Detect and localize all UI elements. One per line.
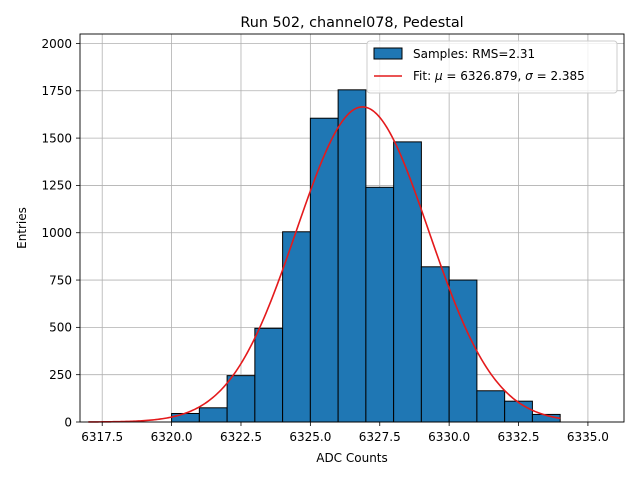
x-tick-label: 6330.0 [428, 430, 470, 444]
legend-mu-symbol: μ [434, 69, 443, 83]
legend-box [366, 40, 618, 94]
y-tick-label: 1250 [41, 179, 72, 193]
x-tick-label: 6332.5 [498, 430, 540, 444]
plot-frame [79, 33, 625, 423]
y-tick-label: 1750 [41, 84, 72, 98]
x-axis-label: ADC Counts [316, 451, 388, 465]
histogram-bar [198, 407, 228, 423]
y-tick-label: 0 [64, 415, 72, 429]
x-tick-label: 6322.5 [220, 430, 262, 444]
histogram-bar [420, 266, 450, 423]
histogram-bar [254, 327, 284, 423]
x-tick-label: 6320.0 [151, 430, 193, 444]
histogram-bar [226, 375, 256, 423]
legend-sigma-value: = 2.385 [533, 69, 585, 83]
y-tick-label: 500 [49, 321, 72, 335]
chart-title: Run 502, channel078, Pedestal [240, 15, 463, 31]
y-axis-ticks: 0 250 500 750 1000 1250 1500 1750 2000 [41, 37, 80, 429]
histogram-bar [282, 231, 311, 423]
histogram-bar [309, 117, 339, 423]
x-tick-label: 6335.0 [567, 430, 609, 444]
histogram-bar [448, 279, 478, 423]
histogram-bar [504, 400, 533, 423]
legend-mu-value: = 6326.879, [443, 69, 526, 83]
y-tick-label: 1000 [41, 226, 72, 240]
histogram-bar [393, 141, 422, 423]
x-tick-label: 6317.5 [81, 430, 123, 444]
legend: Samples: RMS=2.31 Fit: μ = 6326.879, σ =… [366, 40, 618, 94]
legend-swatch-samples [373, 47, 403, 60]
y-tick-label: 1500 [41, 131, 72, 145]
x-axis-ticks: 6317.5 6320.0 6322.5 6325.0 6327.5 6330.0 6332… [81, 422, 609, 444]
histogram-bar [476, 390, 506, 423]
legend-label-samples: Samples: RMS=2.31 [413, 47, 535, 61]
legend-label-fit: Fit: μ = 6326.879, σ = 2.385 [413, 69, 585, 83]
y-axis-label: Entries [15, 207, 29, 249]
fit-curve [88, 106, 561, 423]
histogram-bar [365, 186, 395, 423]
histogram-bars [171, 89, 561, 423]
y-tick-label: 250 [49, 368, 72, 382]
fit-curve-group [88, 106, 561, 423]
legend-sigma-symbol: σ [525, 69, 533, 83]
x-tick-label: 6327.5 [359, 430, 401, 444]
y-tick-label: 2000 [41, 37, 72, 51]
x-tick-label: 6325.0 [289, 430, 331, 444]
histogram-bar [337, 89, 367, 423]
legend-fit-prefix: Fit: [413, 69, 435, 83]
y-tick-label: 750 [49, 273, 72, 287]
histogram-bar [171, 412, 200, 423]
